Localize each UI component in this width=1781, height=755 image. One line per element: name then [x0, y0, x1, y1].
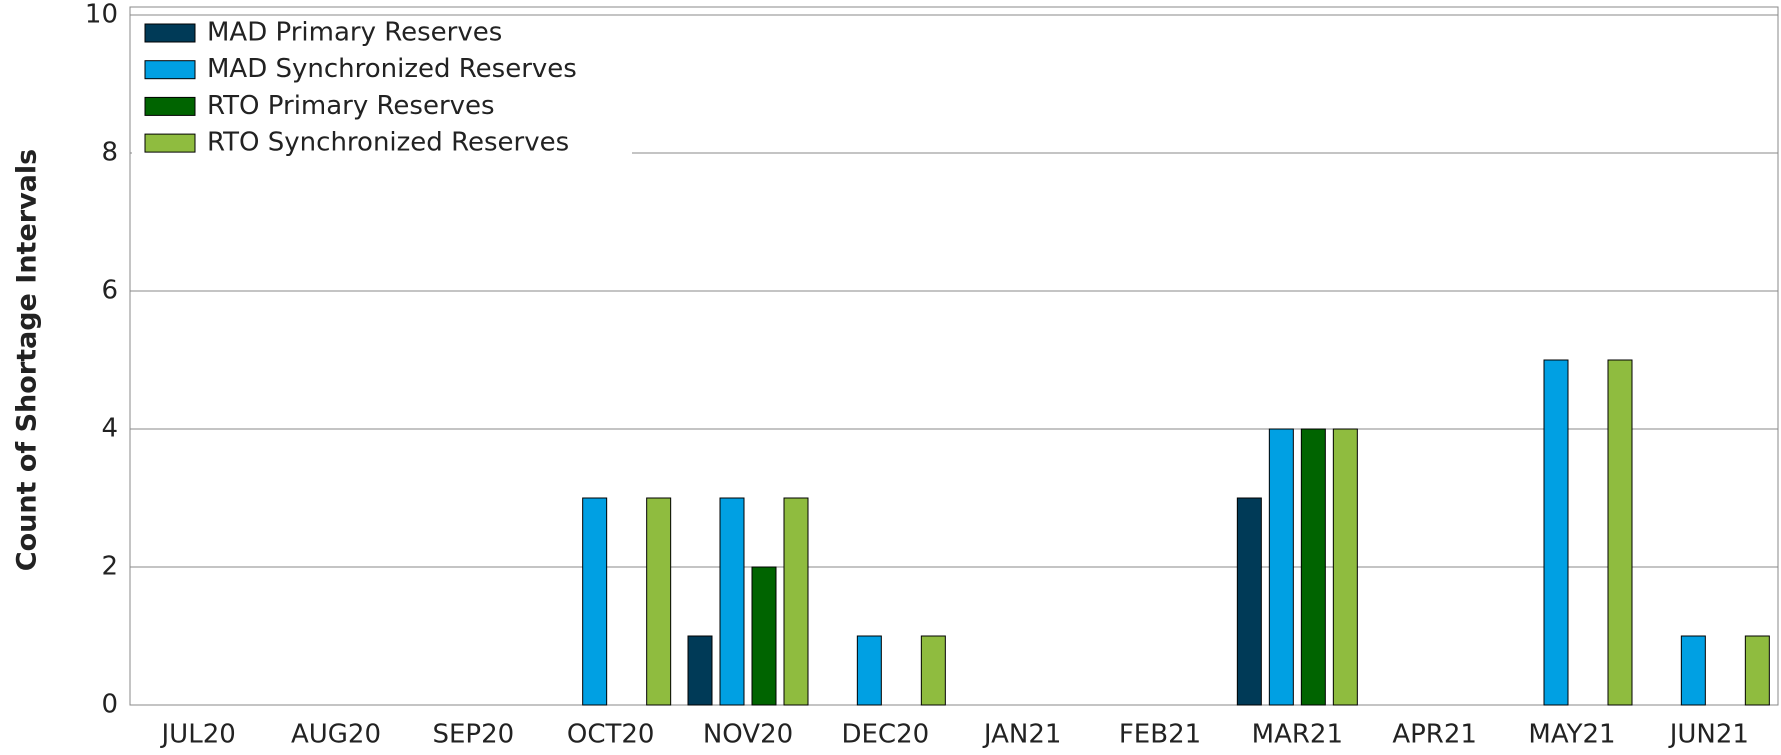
x-tick-label: JUN21 [1668, 720, 1749, 750]
x-tick-label: AUG20 [291, 720, 381, 750]
x-tick-label: JUL20 [160, 720, 236, 750]
legend-label: MAD Synchronized Reserves [207, 54, 577, 84]
legend-swatch [144, 60, 196, 80]
bar [1744, 635, 1770, 706]
y-axis-label: Count of Shortage Intervals [12, 149, 43, 571]
legend-label: RTO Synchronized Reserves [207, 128, 569, 158]
x-tick-label: DEC20 [841, 720, 929, 750]
bar [719, 497, 745, 706]
x-tick-label: NOV20 [703, 720, 793, 750]
x-tick-label: SEP20 [432, 720, 514, 750]
legend-swatch [144, 96, 196, 116]
legend-label: RTO Primary Reserves [207, 91, 495, 121]
x-tick-label: JAN21 [982, 720, 1062, 750]
legend-swatch [144, 23, 196, 43]
bar [1543, 359, 1569, 706]
bar [1680, 635, 1706, 706]
x-tick-label: APR21 [1392, 720, 1477, 750]
bar [582, 497, 608, 706]
legend-label: MAD Primary Reserves [207, 18, 502, 48]
bar [646, 497, 672, 706]
x-tick-label: MAR21 [1252, 720, 1343, 750]
legend-background [132, 17, 632, 167]
bar [751, 566, 777, 706]
y-tick-label: 4 [101, 414, 118, 444]
bar [1300, 428, 1326, 706]
plot-border [129, 6, 1779, 706]
y-tick-label: 0 [101, 690, 118, 720]
y-tick-label: 8 [101, 138, 118, 168]
legend-swatch [144, 133, 196, 153]
x-tick-label: OCT20 [567, 720, 655, 750]
x-tick-label: MAY21 [1528, 720, 1615, 750]
bar [1268, 428, 1294, 706]
bar [1607, 359, 1633, 706]
y-tick-label: 2 [101, 552, 118, 582]
x-tick-label: FEB21 [1119, 720, 1201, 750]
y-tick-label: 6 [101, 276, 118, 306]
bar [1236, 497, 1262, 706]
y-tick-label: 10 [85, 0, 118, 30]
bar [1332, 428, 1358, 706]
bar [920, 635, 946, 706]
bar [856, 635, 882, 706]
bar [687, 635, 713, 706]
bar [783, 497, 809, 706]
